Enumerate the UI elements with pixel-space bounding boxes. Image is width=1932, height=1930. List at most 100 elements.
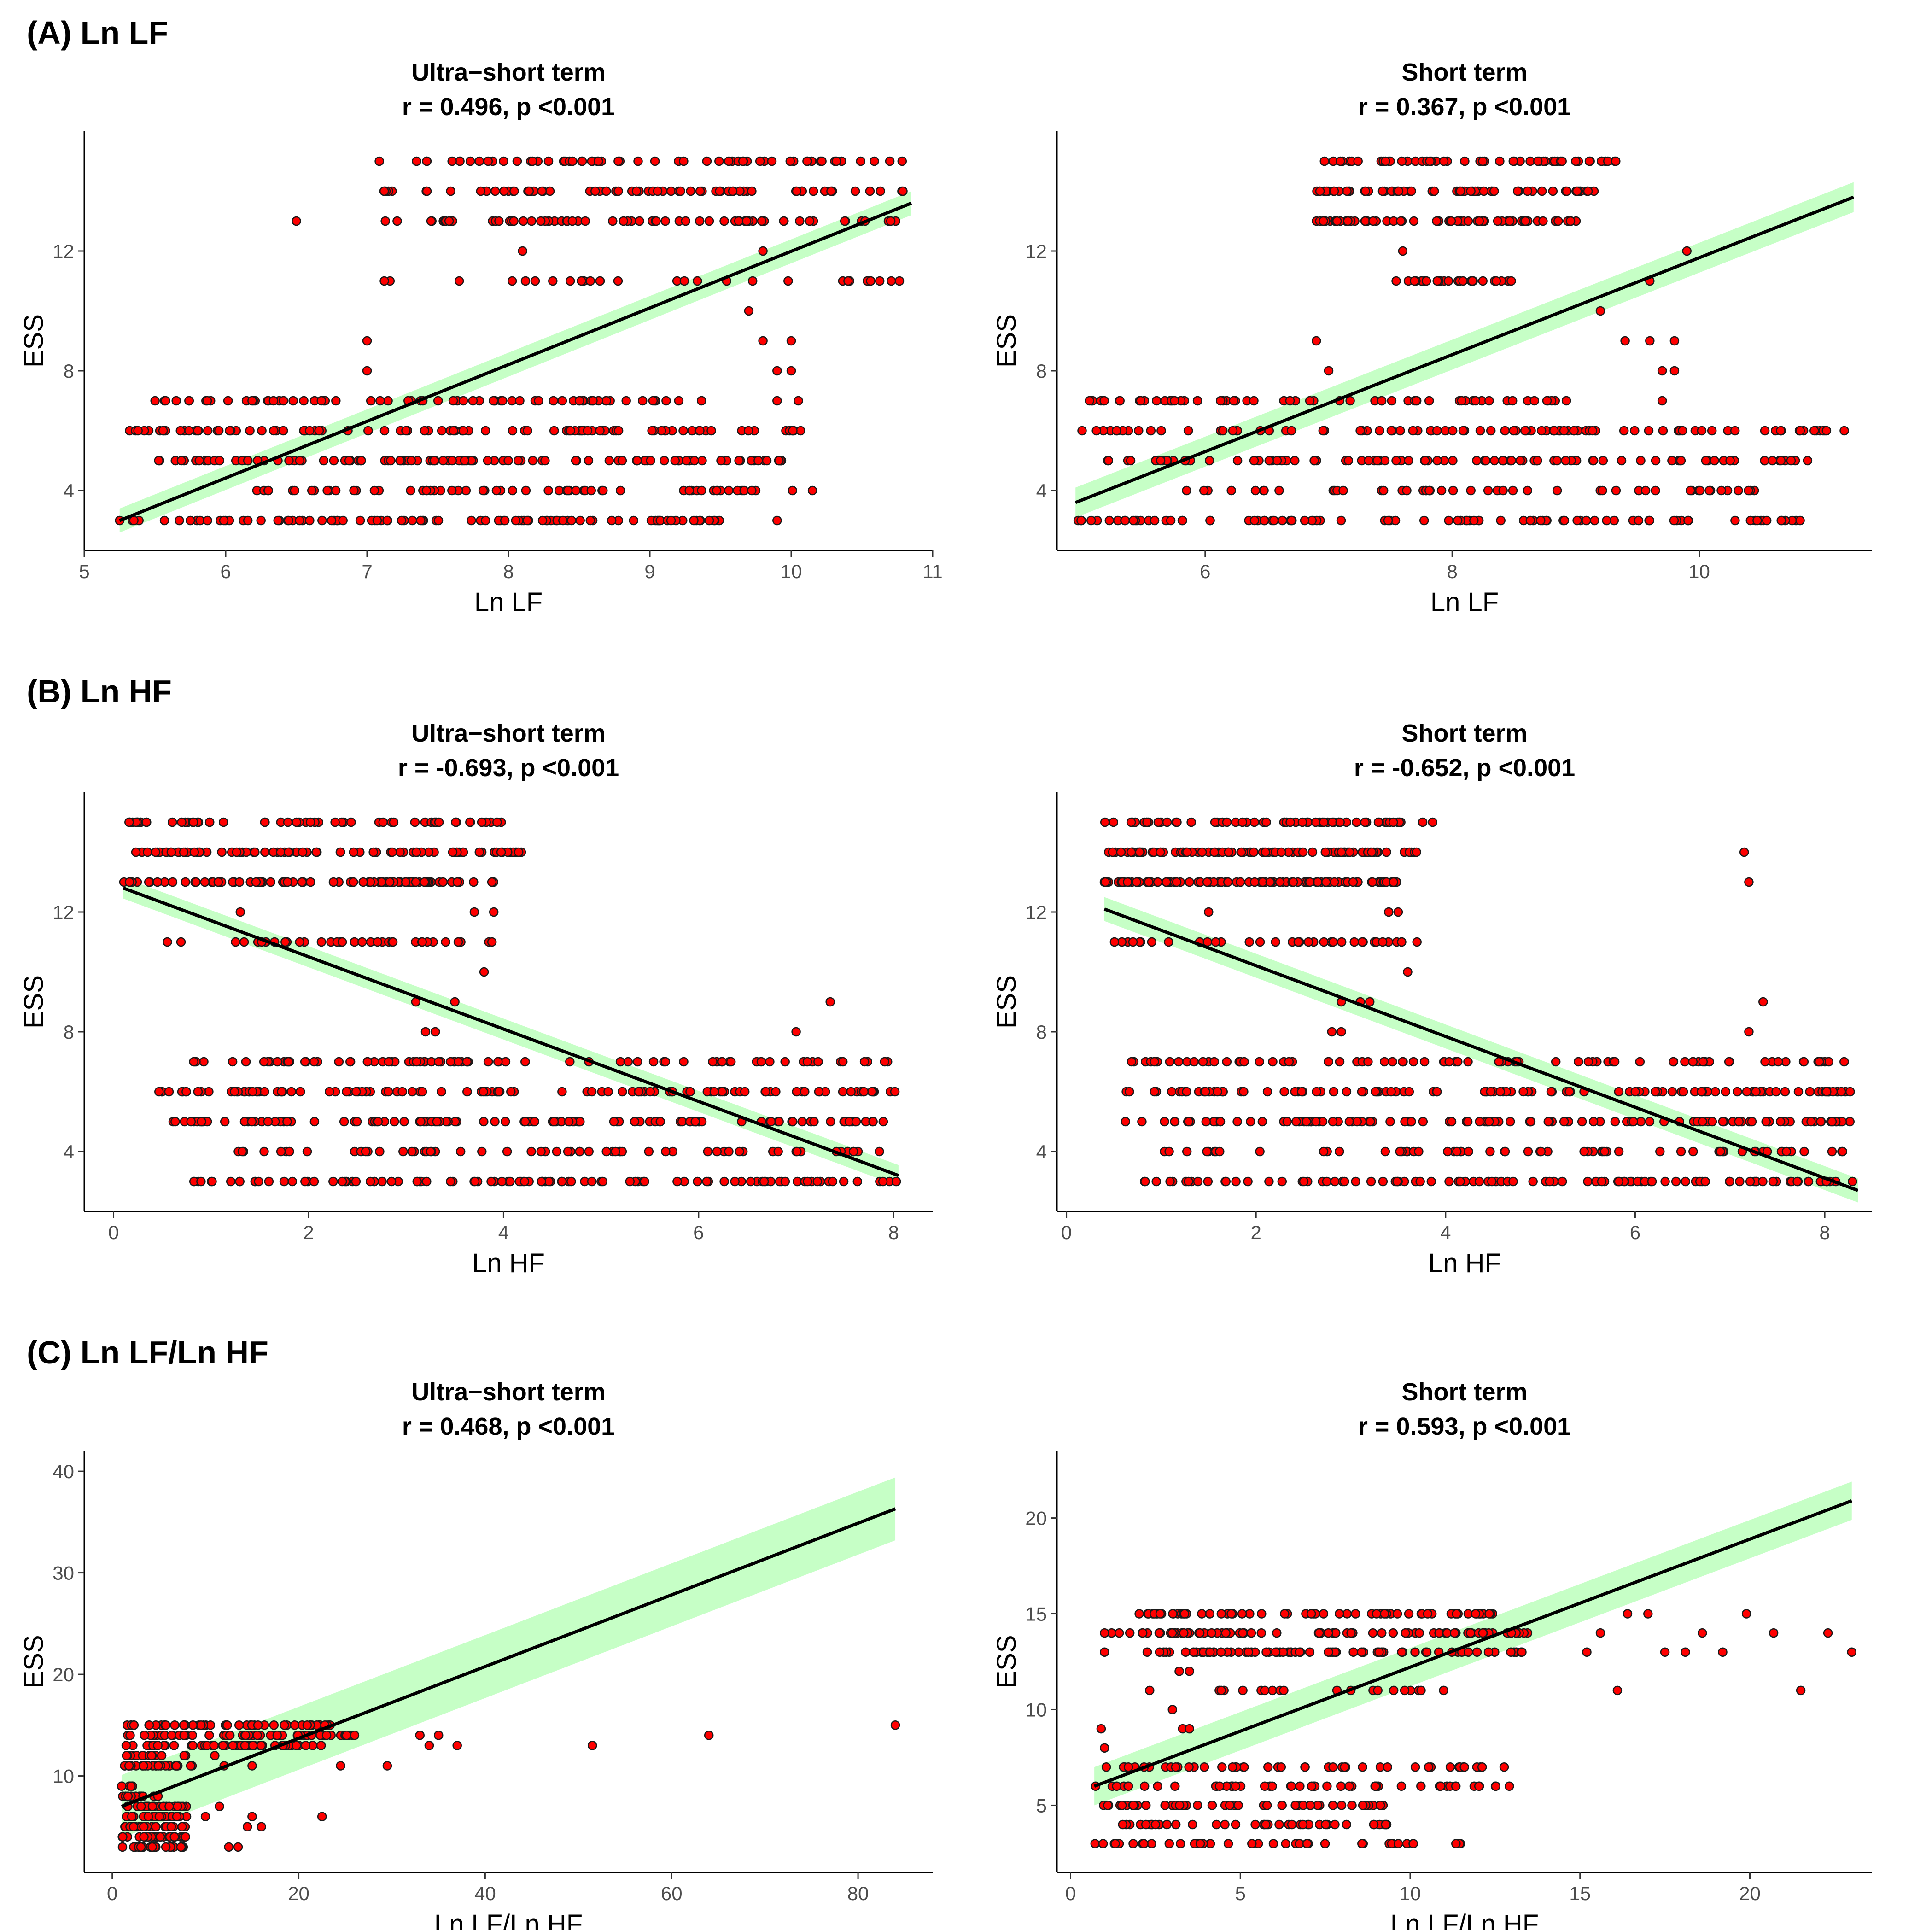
- data-point: [1371, 1781, 1380, 1791]
- data-point: [285, 1146, 294, 1157]
- data-point: [660, 216, 670, 226]
- data-point: [518, 246, 527, 256]
- data-point: [797, 1117, 807, 1127]
- data-point: [1478, 1628, 1488, 1638]
- data-point: [1156, 456, 1166, 466]
- data-point: [345, 1057, 355, 1067]
- data-point: [1710, 456, 1719, 466]
- data-point: [151, 847, 161, 857]
- data-point: [738, 156, 748, 166]
- data-point: [1595, 306, 1605, 316]
- data-point: [1217, 1762, 1227, 1772]
- data-point: [812, 1176, 823, 1187]
- data-point: [828, 1176, 838, 1187]
- data-point: [1545, 1176, 1554, 1187]
- data-point: [344, 456, 354, 466]
- data-point: [566, 515, 577, 526]
- data-point: [299, 396, 309, 406]
- data-point: [1845, 1087, 1855, 1097]
- data-point: [1471, 396, 1481, 406]
- data-point: [1103, 456, 1114, 466]
- data-point: [1116, 847, 1126, 857]
- data-point: [1443, 1146, 1453, 1157]
- data-point: [521, 485, 531, 496]
- data-point: [838, 1087, 848, 1097]
- data-point: [1214, 1781, 1225, 1791]
- data-point: [1330, 877, 1339, 887]
- data-point: [421, 485, 432, 496]
- data-point: [1375, 426, 1384, 436]
- data-point: [690, 1117, 700, 1127]
- data-point: [1669, 1057, 1678, 1067]
- data-point: [1355, 426, 1365, 436]
- data-point: [1348, 877, 1358, 887]
- data-point: [1110, 1839, 1120, 1848]
- data-point: [1400, 1685, 1410, 1696]
- data-point: [1302, 1117, 1311, 1127]
- data-point: [229, 1087, 239, 1097]
- data-point: [1651, 485, 1660, 496]
- data-point: [765, 1057, 775, 1067]
- data-point: [1634, 515, 1644, 526]
- data-point: [356, 456, 366, 466]
- data-point: [563, 485, 573, 496]
- data-point: [785, 156, 795, 166]
- x-tick-label: 10: [1688, 561, 1710, 582]
- data-point: [611, 1146, 620, 1157]
- data-point: [615, 1057, 625, 1067]
- data-point: [580, 216, 590, 226]
- data-point: [1611, 156, 1621, 166]
- data-point: [679, 1057, 689, 1067]
- data-point: [432, 1117, 442, 1127]
- data-point: [1380, 1146, 1390, 1157]
- data-point: [1100, 1647, 1109, 1657]
- data-point: [1416, 1781, 1426, 1791]
- data-point: [1483, 485, 1493, 496]
- data-point: [217, 847, 227, 857]
- data-point: [420, 1027, 431, 1037]
- data-point: [377, 1176, 387, 1187]
- data-point: [1426, 1176, 1436, 1187]
- data-point: [1418, 817, 1428, 827]
- data-point: [571, 485, 581, 496]
- data-point: [228, 1741, 238, 1750]
- data-point: [1385, 1117, 1395, 1127]
- data-point: [808, 186, 818, 196]
- x-tick-label: 2: [303, 1222, 314, 1243]
- data-point: [807, 485, 817, 496]
- data-point: [1152, 396, 1162, 406]
- data-point: [290, 1720, 300, 1730]
- data-point: [712, 1146, 722, 1157]
- data-point: [826, 186, 836, 196]
- data-point: [1611, 485, 1621, 496]
- data-point: [209, 1741, 219, 1750]
- data-point: [321, 1731, 332, 1740]
- data-point: [379, 186, 389, 196]
- data-point: [133, 426, 143, 436]
- data-point: [1117, 1801, 1127, 1810]
- x-axis-label: Ln HF: [472, 1248, 545, 1278]
- data-point: [1137, 1117, 1147, 1127]
- data-point: [724, 156, 734, 166]
- data-point: [527, 156, 537, 166]
- data-point: [1300, 515, 1310, 526]
- data-point: [549, 426, 559, 436]
- data-point: [852, 1176, 863, 1187]
- data-point: [1548, 186, 1558, 196]
- data-point: [1335, 817, 1345, 827]
- data-point: [648, 1057, 659, 1067]
- data-point: [1238, 1628, 1248, 1638]
- data-point: [259, 1146, 269, 1157]
- data-point: [1096, 1724, 1106, 1734]
- data-point: [395, 847, 405, 857]
- data-point: [276, 1146, 286, 1157]
- data-point: [1189, 1057, 1199, 1067]
- data-point: [1602, 515, 1611, 526]
- data-point: [170, 1117, 180, 1127]
- data-point: [279, 396, 288, 406]
- data-point: [520, 276, 531, 286]
- data-point: [1188, 1819, 1197, 1830]
- data-point: [1353, 156, 1363, 166]
- data-point: [1109, 937, 1120, 947]
- data-point: [619, 216, 628, 226]
